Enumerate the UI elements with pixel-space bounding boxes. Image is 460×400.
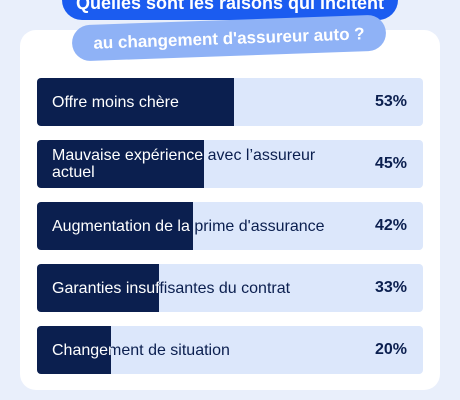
title: Quelles sont les raisons qui incitent <box>62 0 398 20</box>
bar-track: Garanties insuffisantes du contrat Garant… <box>37 264 423 312</box>
bar: Changement de situation <box>37 326 112 374</box>
bar: Garanties insuffisantes du contrat <box>37 264 160 312</box>
value-label: 45% <box>374 155 407 172</box>
bar: Augmentation de la prime d'assurance <box>37 202 193 250</box>
bar-track: Augmentation de la prime d'assuranceAugm… <box>37 202 423 250</box>
category-label: Mauvaise expérience avec l’assureur actu… <box>52 147 204 181</box>
bar: Offre moins chère <box>37 78 234 126</box>
category-label: Augmentation de la prime d'assurance <box>52 217 193 235</box>
value-label: 42% <box>374 217 407 234</box>
category-label: Changement de situation <box>52 341 111 359</box>
bar-track: Changement de situationChangement de sit… <box>37 326 423 374</box>
value-label: 53% <box>374 93 407 110</box>
category-label: Garanties insuffisantes du contrat <box>52 279 160 297</box>
category-label: Offre moins chère <box>52 93 179 111</box>
value-label: 33% <box>374 279 407 296</box>
bar: Mauvaise expérience avec l’assureur actu… <box>37 140 205 188</box>
value-label: 20% <box>374 341 407 358</box>
bar-track: Mauvaise expérience avec l’assureur actu… <box>37 140 423 188</box>
